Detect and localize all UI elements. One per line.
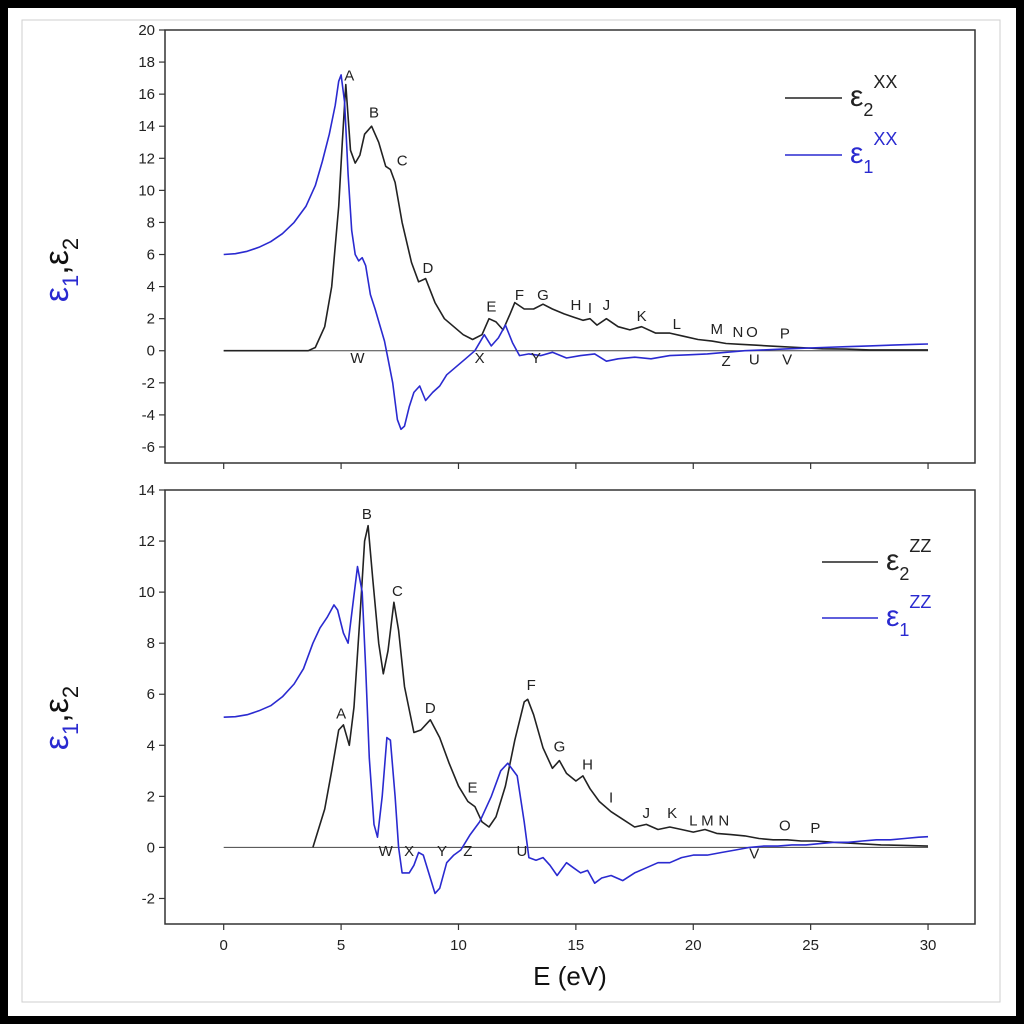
y-tick-label: -2: [142, 890, 155, 907]
peak-label: A: [344, 68, 354, 85]
peak-label: A: [336, 705, 346, 722]
peak-label: G: [537, 287, 549, 304]
y-tick-label: 10: [138, 182, 155, 199]
peak-label: E: [486, 298, 496, 315]
peak-label: U: [516, 843, 527, 860]
y-tick-label: 18: [138, 54, 155, 71]
y-tick-label: 6: [147, 686, 155, 703]
y-axis-title: ε1,ε2: [38, 238, 83, 302]
peak-label: F: [515, 287, 524, 304]
peak-label: E: [468, 779, 478, 796]
bottom-panel: -2 0 2 4 6 8 10 12 14 0 5 10 15 20 25 30 A B C D E F GHI J K L M N O…: [38, 482, 976, 954]
legend-entry-e2: ε2XX: [850, 72, 897, 120]
legend-entry-e1: ε1XX: [850, 129, 897, 177]
peak-label: P: [810, 820, 820, 837]
peak-label: Z: [463, 843, 472, 860]
peak-label: C: [397, 153, 408, 170]
x-tick-label: 30: [920, 937, 937, 954]
plot-area: [164, 29, 976, 464]
peak-label: W: [379, 843, 394, 860]
peak-label: L: [673, 316, 681, 333]
peak-label: N: [718, 813, 729, 830]
peak-label: W: [350, 350, 365, 367]
y-tick-label: 4: [147, 737, 155, 754]
peak-label: M: [701, 813, 714, 830]
peak-label: P: [780, 326, 790, 343]
legend-entry-e1: ε1ZZ: [886, 592, 931, 640]
peak-label: V: [782, 351, 792, 368]
peak-label: O: [779, 818, 791, 835]
peak-label: J: [643, 805, 651, 822]
peak-label: K: [667, 805, 677, 822]
x-tick-label: 15: [568, 937, 585, 954]
peak-label: D: [425, 700, 436, 717]
peak-label: I: [588, 300, 592, 317]
y-tick-label: 0: [147, 343, 155, 360]
peak-label: L: [689, 813, 697, 830]
series-line-e2: [312, 524, 929, 848]
peak-label: K: [637, 308, 647, 325]
y-tick-label: -6: [142, 439, 155, 456]
inner-border: [21, 19, 1001, 1003]
peak-label: B: [369, 104, 379, 121]
peak-label: H: [570, 297, 581, 314]
x-tick-label: 10: [450, 937, 467, 954]
plot-area: [164, 489, 976, 925]
y-tick-label: 12: [138, 150, 155, 167]
series-line-e1: [223, 74, 929, 431]
top-panel: -6 -4 -2 0 2 4 6 8 10 12 14 16 18 20 A B C D E F G H I J K L M N O P W…: [38, 22, 976, 469]
y-tick-label: 16: [138, 86, 155, 103]
peak-label: X: [404, 843, 414, 860]
series-line-e2: [223, 83, 928, 352]
y-tick-label: 2: [147, 788, 155, 805]
peak-label: I: [609, 790, 613, 807]
peak-label: U: [749, 351, 760, 368]
x-tick-label: 25: [802, 937, 819, 954]
peak-label: F: [527, 677, 536, 694]
peak-label: O: [746, 324, 758, 341]
y-tick-label: 4: [147, 279, 155, 296]
peak-label: V: [749, 846, 759, 863]
peak-label: C: [392, 583, 403, 600]
y-tick-label: 8: [147, 635, 155, 652]
x-tick-label: 5: [337, 937, 345, 954]
y-tick-label: 14: [138, 118, 155, 135]
y-tick-label: 0: [147, 839, 155, 856]
y-axis-title: ε1,ε2: [38, 686, 83, 750]
y-tick-label: -4: [142, 407, 155, 424]
legend-entry-e2: ε2ZZ: [886, 536, 931, 584]
y-tick-label: 2: [147, 311, 155, 328]
peak-label: H: [582, 756, 593, 773]
y-tick-label: 6: [147, 247, 155, 264]
y-tick-label: 8: [147, 214, 155, 231]
x-axis-title: E (eV): [533, 961, 607, 991]
peak-label: M: [710, 321, 723, 338]
y-tick-label: 14: [138, 482, 155, 499]
peak-label: Y: [531, 350, 541, 367]
peak-label: N: [732, 324, 743, 341]
y-tick-label: 20: [138, 22, 155, 39]
y-tick-label: 10: [138, 584, 155, 601]
y-tick-label: -2: [142, 375, 155, 392]
peak-label: X: [475, 350, 485, 367]
peak-label: Y: [437, 843, 447, 860]
y-tick-label: 12: [138, 533, 155, 550]
peak-label: G: [554, 739, 566, 756]
peak-label: Z: [722, 353, 731, 370]
x-tick-label: 20: [685, 937, 702, 954]
peak-label: B: [362, 506, 372, 523]
series-line-e1: [223, 565, 929, 895]
peak-label: J: [603, 297, 611, 314]
x-tick-label: 0: [220, 937, 228, 954]
peak-label: D: [423, 260, 434, 277]
